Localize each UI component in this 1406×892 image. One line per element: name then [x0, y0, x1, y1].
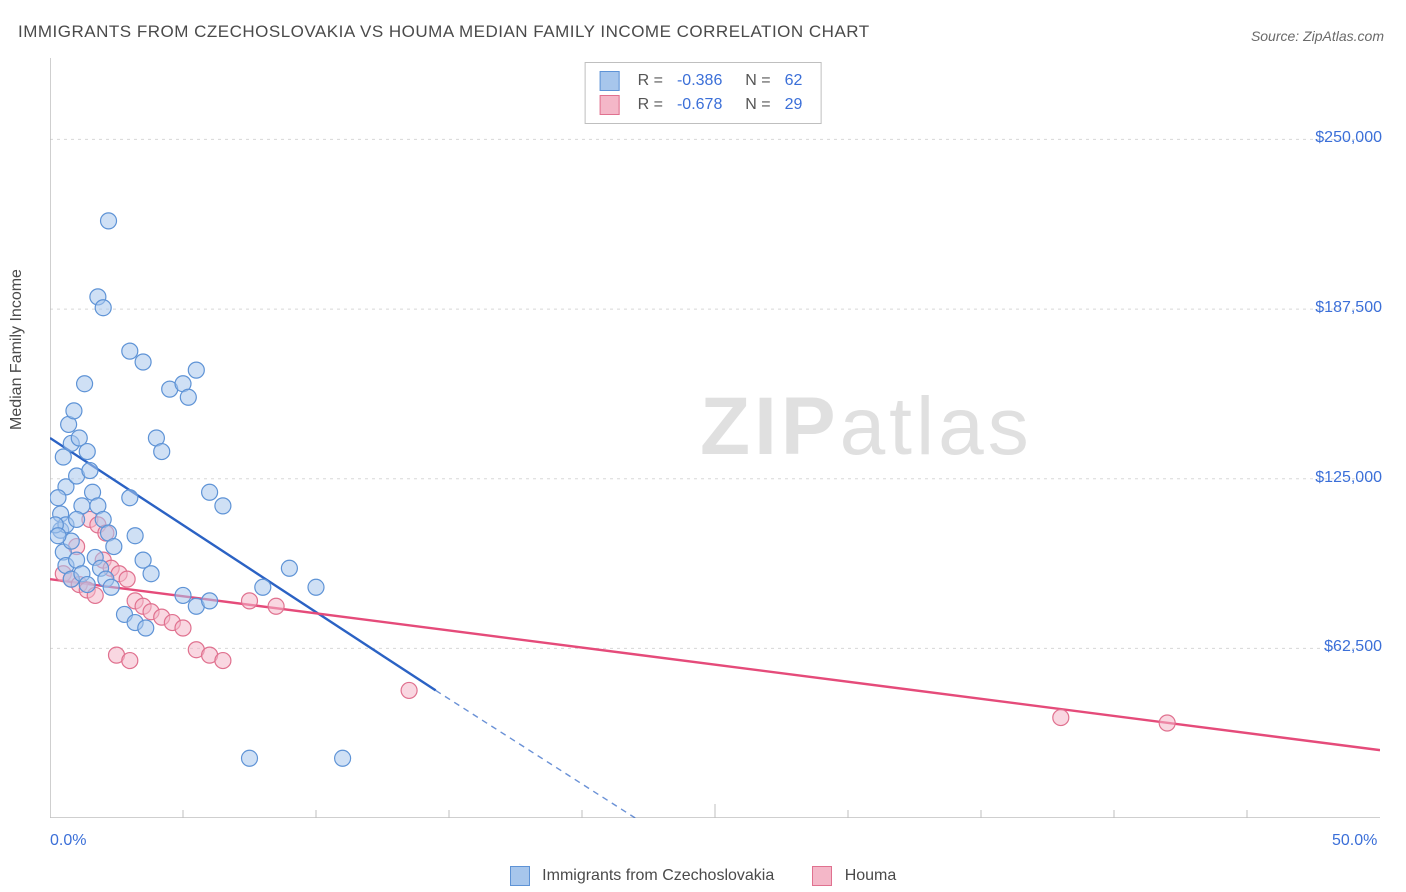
- bottom-legend-label-czech: Immigrants from Czechoslovakia: [542, 867, 774, 884]
- bottom-legend: Immigrants from Czechoslovakia Houma: [0, 866, 1406, 886]
- swatch-czech: [600, 71, 620, 91]
- legend-row-houma: R =-0.678 N =29: [600, 93, 807, 117]
- source-attribution: Source: ZipAtlas.com: [1251, 28, 1384, 44]
- x-tick-label: 0.0%: [50, 832, 86, 850]
- bottom-legend-item-houma: Houma: [812, 866, 896, 886]
- r-value-houma: -0.678: [677, 93, 722, 117]
- y-tick-label: $62,500: [1324, 638, 1382, 656]
- swatch-houma-bottom: [812, 866, 832, 886]
- x-tick-label: 50.0%: [1332, 832, 1377, 850]
- swatch-houma: [600, 95, 620, 115]
- n-value-czech: 62: [785, 69, 803, 93]
- legend-row-czech: R =-0.386 N =62: [600, 69, 807, 93]
- correlation-legend: R =-0.386 N =62 R =-0.678 N =29: [585, 62, 822, 124]
- bottom-legend-label-houma: Houma: [845, 867, 897, 884]
- correlation-scatter-plot: [50, 58, 1380, 818]
- chart-title: IMMIGRANTS FROM CZECHOSLOVAKIA VS HOUMA …: [18, 22, 870, 42]
- n-value-houma: 29: [785, 93, 803, 117]
- y-tick-label: $187,500: [1315, 299, 1382, 317]
- y-tick-label: $250,000: [1315, 129, 1382, 147]
- swatch-czech-bottom: [510, 866, 530, 886]
- y-axis-label: Median Family Income: [8, 269, 26, 430]
- bottom-legend-item-czech: Immigrants from Czechoslovakia: [510, 866, 775, 886]
- y-tick-label: $125,000: [1315, 469, 1382, 487]
- r-value-czech: -0.386: [677, 69, 722, 93]
